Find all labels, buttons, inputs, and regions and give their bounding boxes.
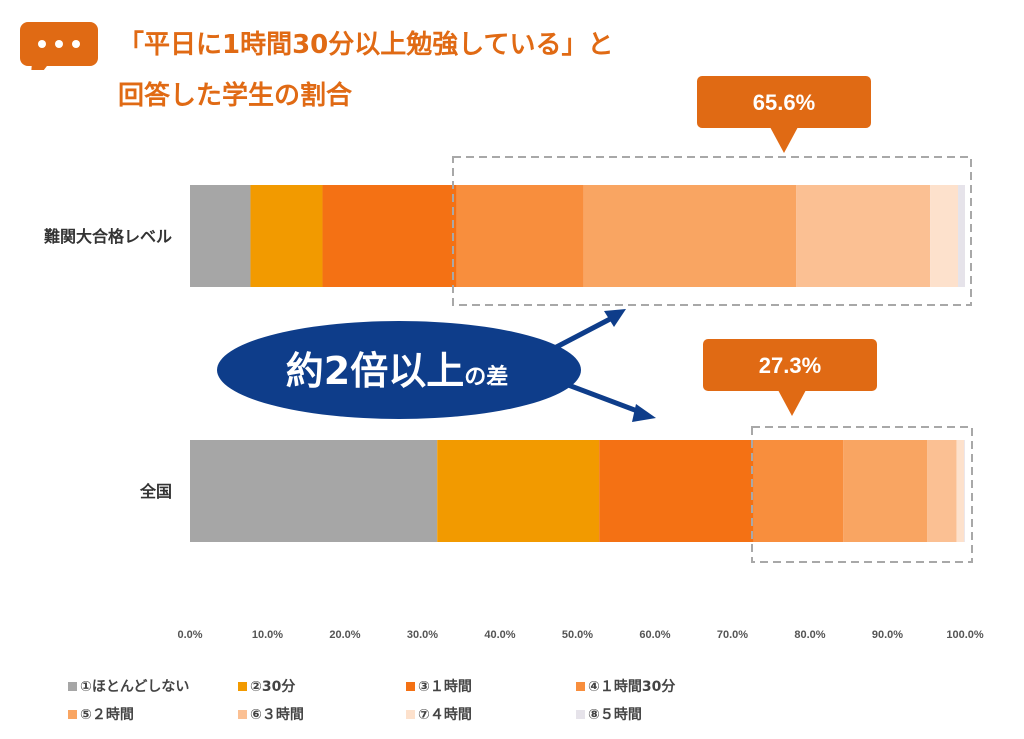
category-label-1: 難関大合格レベル <box>44 227 172 246</box>
x-tick-label: 10.0% <box>252 629 283 641</box>
bar-segment-1-3 <box>322 185 457 287</box>
chat-bubble-icon <box>20 22 98 70</box>
bar-segment-2-7 <box>956 440 965 542</box>
callout-bottom: 27.3% <box>703 339 877 416</box>
legend-label: ⑧５時間 <box>588 707 642 723</box>
bar-segment-1-6 <box>796 185 931 287</box>
legend-swatch <box>576 709 585 719</box>
x-tick-label: 40.0% <box>484 629 515 641</box>
x-tick-label: 70.0% <box>717 629 748 641</box>
x-tick-label: 100.0% <box>946 629 984 641</box>
bar-segment-1-5 <box>583 185 797 287</box>
callout-top: 65.6% <box>697 76 871 153</box>
bar-segment-2-4 <box>753 440 844 542</box>
bar-segment-1-1 <box>190 185 251 287</box>
legend-swatch <box>68 681 77 691</box>
legend-item-3: ③１時間 <box>406 676 472 696</box>
legend-label: ④１時間30分 <box>588 679 676 695</box>
legend-swatch <box>406 681 415 691</box>
highlight-box-bottom <box>751 426 973 563</box>
legend-label: ⑦４時間 <box>418 707 472 723</box>
bar-segment-2-6 <box>927 440 957 542</box>
legend-label: ⑤２時間 <box>80 707 134 723</box>
legend-item-2: ②30分 <box>238 676 295 696</box>
legend-item-8: ⑧５時間 <box>576 704 642 724</box>
legend-item-6: ⑥３時間 <box>238 704 304 724</box>
x-tick-label: 60.0% <box>639 629 670 641</box>
legend: ①ほとんどしない ②30分 ③１時間 ④１時間30分 ⑤２時間 ⑥３時間 ⑦４時間 ⑧５時間 <box>68 676 968 732</box>
bar-segment-2-1 <box>190 440 438 542</box>
legend-item-4: ④１時間30分 <box>576 676 675 696</box>
legend-item-7: ⑦４時間 <box>406 704 472 724</box>
chart-title-line1: 「平日に1時間30分以上勉強している」と <box>118 30 614 60</box>
legend-swatch <box>238 681 247 691</box>
legend-swatch <box>576 681 585 691</box>
chart-title-line2: 回答した学生の割合 <box>118 81 353 111</box>
x-tick-label: 0.0% <box>177 629 202 641</box>
x-tick-label: 30.0% <box>407 629 438 641</box>
bar-segment-1-2 <box>250 185 323 287</box>
difference-ellipse: 約2倍以上の差 <box>217 321 581 419</box>
legend-swatch <box>68 709 77 719</box>
legend-item-1: ①ほとんどしない <box>68 676 189 696</box>
legend-label: ③１時間 <box>418 679 472 695</box>
category-label-2: 全国 <box>139 482 172 501</box>
x-tick-label: 20.0% <box>329 629 360 641</box>
x-tick-label: 50.0% <box>562 629 593 641</box>
legend-item-5: ⑤２時間 <box>68 704 134 724</box>
legend-swatch <box>238 709 247 719</box>
legend-label: ①ほとんどしない <box>80 679 190 695</box>
bar-segment-2-5 <box>843 440 928 542</box>
callout-top-text: 65.6% <box>753 90 815 115</box>
x-tick-label: 90.0% <box>872 629 903 641</box>
svg-text:約2倍以上の差: 約2倍以上の差 <box>286 349 508 393</box>
bar-segment-1-8 <box>958 185 965 287</box>
bar-segment-1-7 <box>930 185 959 287</box>
bar-segment-2-3 <box>599 440 754 542</box>
bar-segment-2-2 <box>437 440 600 542</box>
bar-segment-1-4 <box>456 185 584 287</box>
callout-bottom-text: 27.3% <box>759 353 821 378</box>
legend-label: ②30分 <box>250 679 296 695</box>
ellipse-sub-text: の差 <box>464 364 508 390</box>
legend-swatch <box>406 709 415 719</box>
ellipse-main-text: 約2倍以上 <box>286 349 464 393</box>
x-tick-label: 80.0% <box>794 629 825 641</box>
legend-label: ⑥３時間 <box>250 707 304 723</box>
highlight-box-top <box>452 156 972 306</box>
bar-segment-2-8 <box>964 440 965 542</box>
